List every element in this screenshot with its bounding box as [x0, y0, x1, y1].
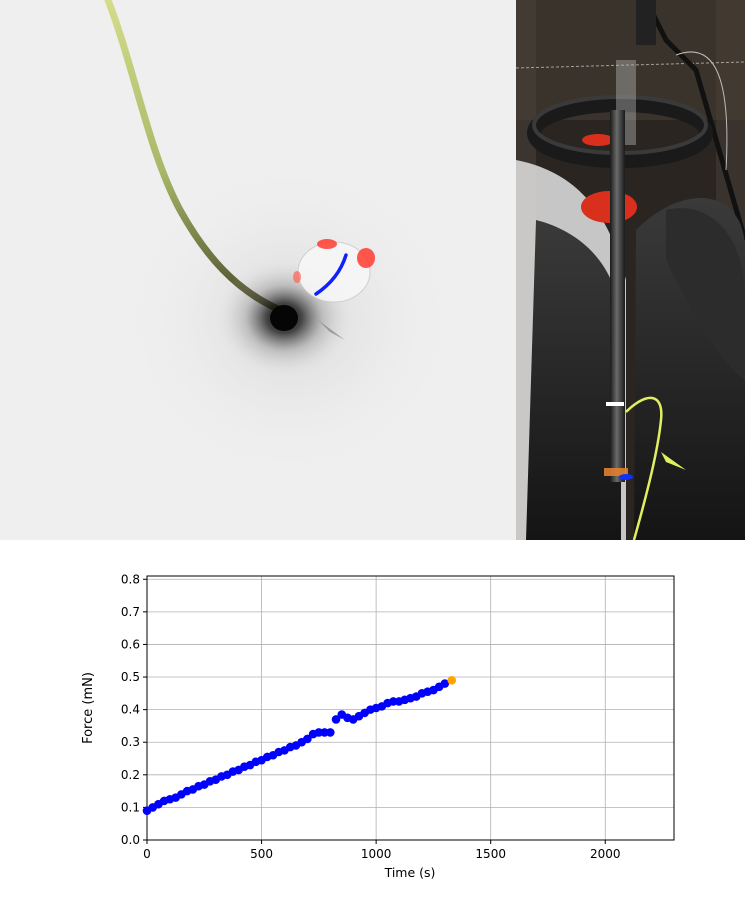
probe-rod: [610, 110, 625, 482]
y-tick-label: 0.1: [121, 800, 140, 814]
y-axis-label: Force (mN): [81, 672, 96, 744]
force-time-chart: 0 500 1000 1500 2000 0.0 0.1 0.2 0.3 0.4 0.5 0.6 0.7…: [0, 540, 745, 898]
x-axis-label: Time (s): [384, 865, 436, 880]
grid: [146, 576, 674, 841]
seedling-yellow: [625, 396, 663, 540]
x-tick-label: 1000: [361, 847, 392, 861]
x-tick-label: 1500: [475, 847, 506, 861]
data-point: [303, 734, 312, 744]
plot-frame: [146, 575, 675, 841]
x-tick-label: 500: [250, 847, 273, 861]
red-marker: [317, 239, 337, 249]
probe-bead: [297, 241, 371, 303]
data-point: [331, 715, 341, 724]
data-point: [440, 679, 450, 688]
x-tick-label: 0: [143, 847, 151, 861]
x-tick-label: 2000: [590, 847, 621, 861]
y-tick-label: 0.7: [121, 605, 140, 619]
y-tick-label: 0.3: [121, 735, 140, 749]
red-marker: [293, 271, 301, 283]
setup-side-view-photo: [516, 0, 745, 540]
y-tick-label: 0.8: [121, 572, 140, 586]
seedling-top-view-photo: [0, 0, 516, 540]
y-tick-label: 0.2: [121, 768, 140, 782]
tip-trajectory: [314, 253, 348, 296]
chart-svg: 0 500 1000 1500 2000 0.0 0.1 0.2 0.3 0.4 0.5 0.6 0.7…: [81, 572, 675, 880]
y-tick-label: 0.4: [121, 703, 140, 717]
data-point: [326, 728, 335, 737]
y-tick-label: 0.5: [121, 670, 140, 684]
axis-ticks: 0 500 1000 1500 2000 0.0 0.1 0.2 0.3 0.4 0.5 0.6 0.7…: [121, 572, 621, 861]
y-tick-label: 0.0: [121, 833, 140, 847]
red-marker: [357, 248, 375, 268]
y-tick-label: 0.6: [121, 637, 140, 651]
data-points: [142, 675, 457, 815]
data-point: [447, 675, 457, 685]
